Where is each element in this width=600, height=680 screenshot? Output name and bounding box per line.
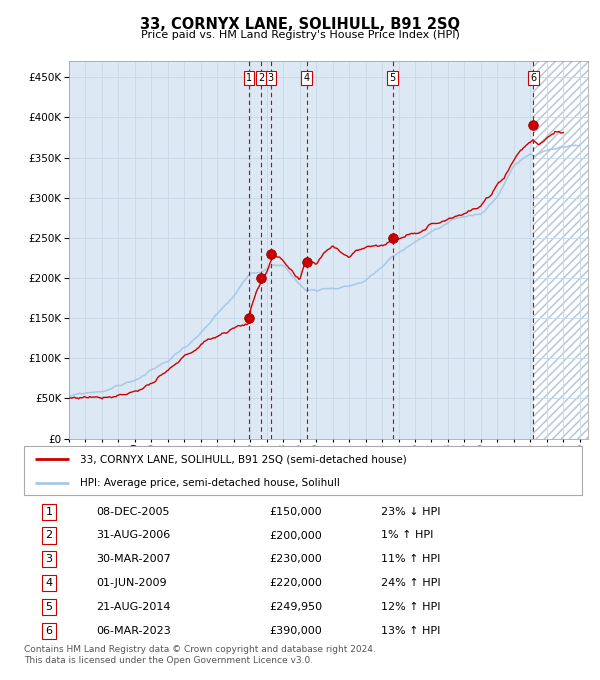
- Bar: [69, 61, 533, 439]
- Text: 1: 1: [46, 507, 53, 517]
- Text: £390,000: £390,000: [269, 626, 322, 636]
- Text: 4: 4: [304, 73, 310, 83]
- Text: 30-MAR-2007: 30-MAR-2007: [97, 554, 171, 564]
- Text: 1% ↑ HPI: 1% ↑ HPI: [381, 530, 433, 541]
- Text: 5: 5: [46, 602, 53, 612]
- Text: 06-MAR-2023: 06-MAR-2023: [97, 626, 171, 636]
- Text: 08-DEC-2005: 08-DEC-2005: [97, 507, 170, 517]
- Text: 12% ↑ HPI: 12% ↑ HPI: [381, 602, 440, 612]
- Text: HPI: Average price, semi-detached house, Solihull: HPI: Average price, semi-detached house,…: [80, 477, 340, 488]
- Text: £220,000: £220,000: [269, 578, 322, 588]
- Bar: [533, 61, 588, 439]
- Text: 6: 6: [530, 73, 536, 83]
- Text: 01-JUN-2009: 01-JUN-2009: [97, 578, 167, 588]
- Text: 13% ↑ HPI: 13% ↑ HPI: [381, 626, 440, 636]
- Text: 33, CORNYX LANE, SOLIHULL, B91 2SQ (semi-detached house): 33, CORNYX LANE, SOLIHULL, B91 2SQ (semi…: [80, 454, 407, 464]
- Text: 2: 2: [258, 73, 264, 83]
- Text: 6: 6: [46, 626, 53, 636]
- Text: 33, CORNYX LANE, SOLIHULL, B91 2SQ: 33, CORNYX LANE, SOLIHULL, B91 2SQ: [140, 17, 460, 32]
- Text: 5: 5: [389, 73, 396, 83]
- Text: Contains HM Land Registry data © Crown copyright and database right 2024.: Contains HM Land Registry data © Crown c…: [24, 645, 376, 654]
- Text: 21-AUG-2014: 21-AUG-2014: [97, 602, 171, 612]
- Text: £150,000: £150,000: [269, 507, 322, 517]
- Bar: [533, 61, 588, 439]
- Text: £200,000: £200,000: [269, 530, 322, 541]
- Text: Price paid vs. HM Land Registry's House Price Index (HPI): Price paid vs. HM Land Registry's House …: [140, 30, 460, 40]
- Text: 23% ↓ HPI: 23% ↓ HPI: [381, 507, 440, 517]
- Text: 3: 3: [268, 73, 274, 83]
- Text: 2: 2: [46, 530, 53, 541]
- Text: £230,000: £230,000: [269, 554, 322, 564]
- Text: This data is licensed under the Open Government Licence v3.0.: This data is licensed under the Open Gov…: [24, 656, 313, 665]
- Text: 1: 1: [246, 73, 253, 83]
- Text: 11% ↑ HPI: 11% ↑ HPI: [381, 554, 440, 564]
- Text: £249,950: £249,950: [269, 602, 323, 612]
- Text: 4: 4: [46, 578, 53, 588]
- Text: 31-AUG-2006: 31-AUG-2006: [97, 530, 171, 541]
- Text: 24% ↑ HPI: 24% ↑ HPI: [381, 578, 441, 588]
- Text: 3: 3: [46, 554, 53, 564]
